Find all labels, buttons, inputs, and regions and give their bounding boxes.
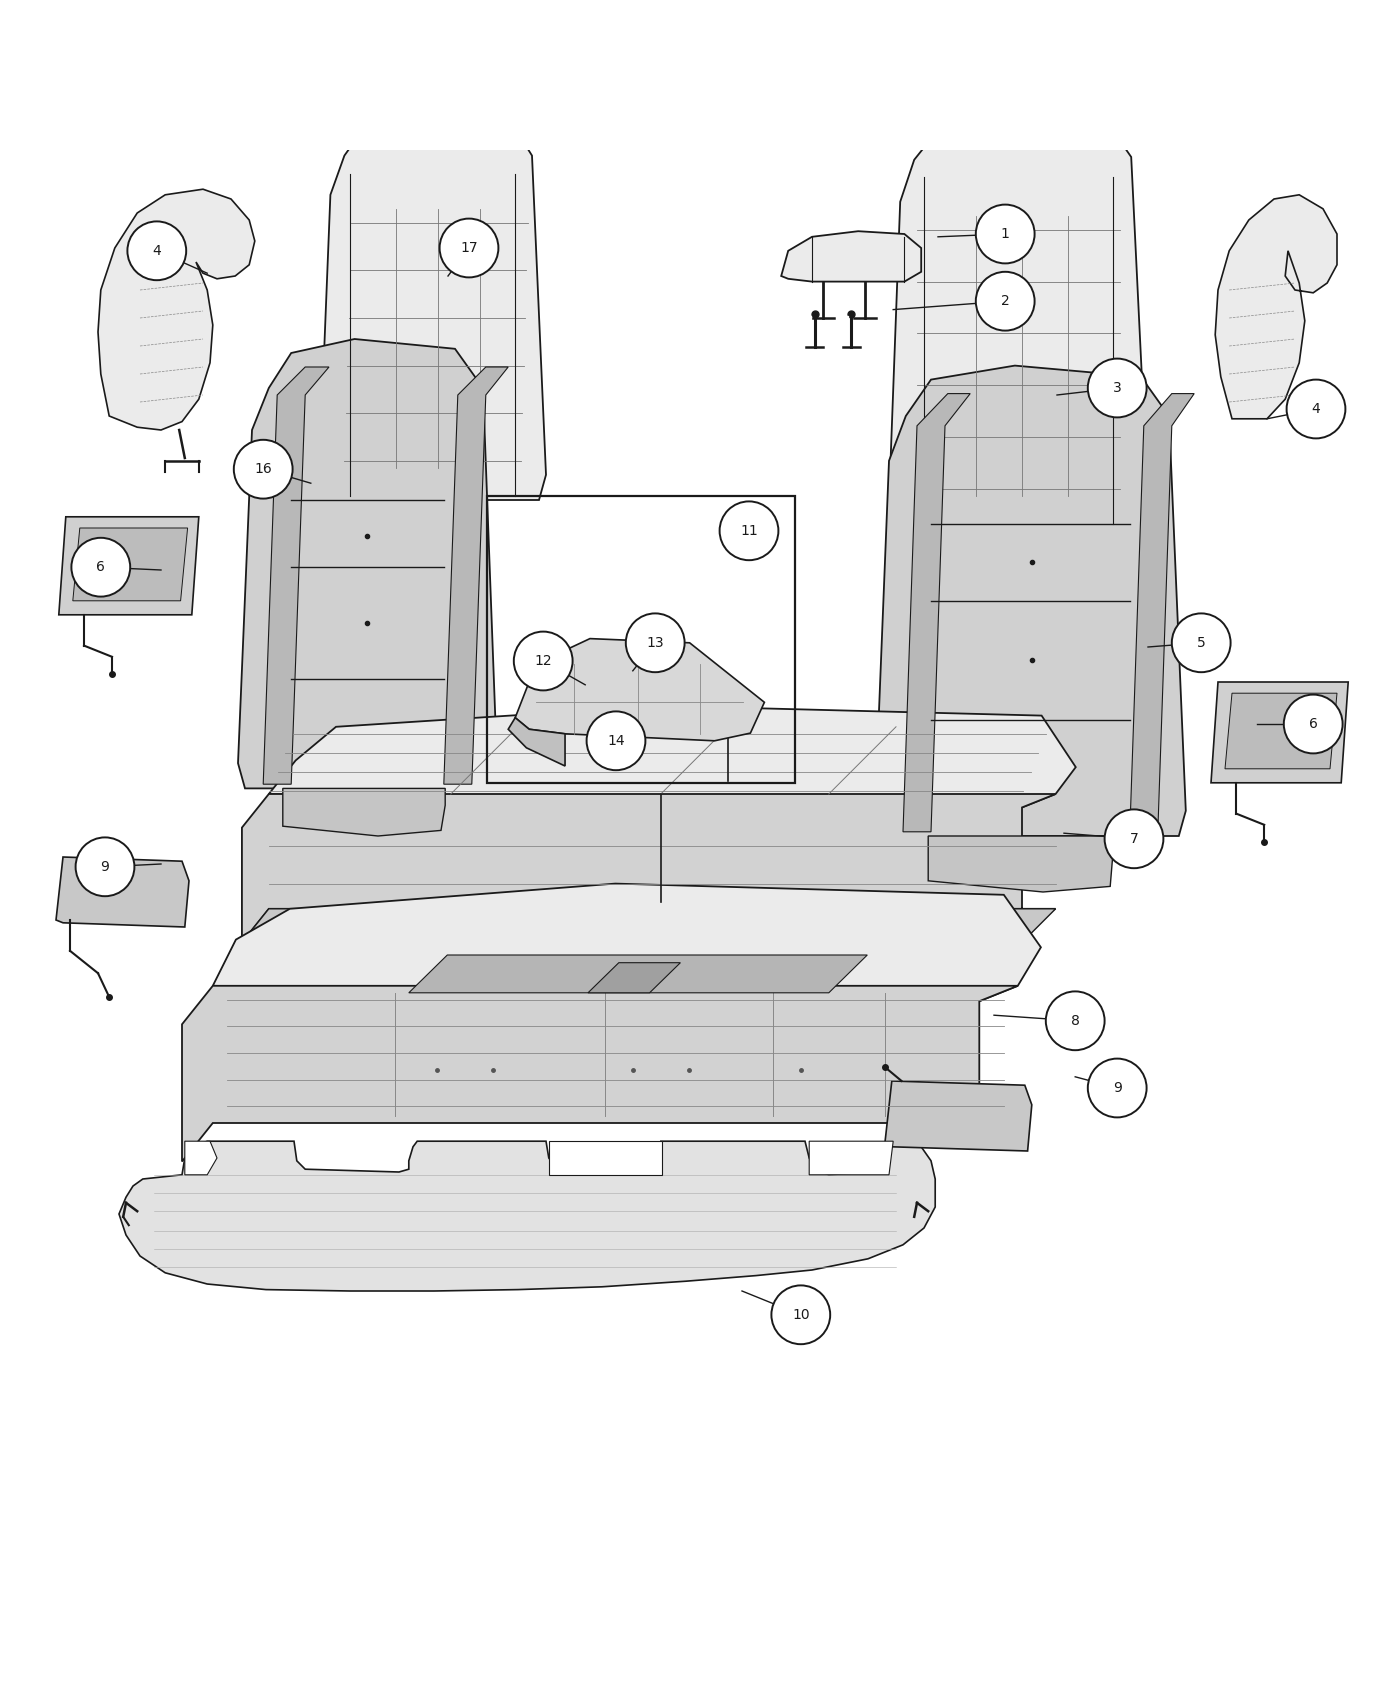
Text: 13: 13 (647, 636, 664, 649)
Polygon shape (549, 1141, 662, 1175)
Polygon shape (1211, 682, 1348, 782)
Text: 16: 16 (255, 462, 272, 476)
Text: 4: 4 (1312, 401, 1320, 416)
Polygon shape (119, 1141, 935, 1290)
Text: 3: 3 (1113, 381, 1121, 394)
Text: 11: 11 (741, 524, 757, 537)
Polygon shape (73, 529, 188, 600)
Polygon shape (59, 517, 199, 615)
Circle shape (626, 614, 685, 672)
Polygon shape (917, 83, 994, 124)
Polygon shape (928, 836, 1113, 892)
Polygon shape (1225, 694, 1337, 768)
Polygon shape (588, 962, 680, 993)
Circle shape (76, 838, 134, 896)
Circle shape (514, 632, 573, 690)
Circle shape (127, 221, 186, 280)
Polygon shape (875, 366, 1186, 836)
Polygon shape (242, 794, 1056, 942)
Polygon shape (809, 1141, 893, 1175)
Text: 5: 5 (1197, 636, 1205, 649)
Polygon shape (1215, 196, 1337, 418)
Polygon shape (56, 857, 189, 926)
Circle shape (1172, 614, 1231, 672)
Polygon shape (283, 789, 445, 836)
Polygon shape (98, 189, 255, 430)
Text: 4: 4 (153, 243, 161, 258)
Circle shape (71, 537, 130, 597)
Polygon shape (889, 110, 1148, 529)
Polygon shape (319, 109, 546, 500)
Text: 10: 10 (792, 1307, 809, 1323)
Polygon shape (885, 1081, 1032, 1151)
Polygon shape (1008, 83, 1099, 124)
Polygon shape (269, 706, 1075, 808)
Circle shape (720, 502, 778, 561)
Circle shape (1088, 359, 1147, 418)
Polygon shape (213, 884, 1040, 1001)
Text: 9: 9 (1113, 1081, 1121, 1095)
Polygon shape (1130, 394, 1194, 831)
Polygon shape (428, 80, 504, 122)
Polygon shape (242, 910, 1056, 942)
Circle shape (1287, 379, 1345, 439)
Text: 8: 8 (1071, 1013, 1079, 1028)
Text: 6: 6 (97, 561, 105, 575)
Polygon shape (508, 717, 566, 767)
Circle shape (1046, 991, 1105, 1051)
Circle shape (587, 711, 645, 770)
Polygon shape (263, 367, 329, 784)
Polygon shape (515, 639, 764, 741)
Circle shape (771, 1285, 830, 1345)
Text: 7: 7 (1130, 831, 1138, 847)
Text: 17: 17 (461, 241, 477, 255)
Circle shape (440, 219, 498, 277)
Polygon shape (409, 955, 867, 993)
Text: 12: 12 (535, 654, 552, 668)
Polygon shape (185, 1141, 217, 1175)
Text: 6: 6 (1309, 717, 1317, 731)
Polygon shape (444, 367, 508, 784)
Polygon shape (182, 986, 1018, 1161)
Circle shape (976, 272, 1035, 330)
Text: 14: 14 (608, 734, 624, 748)
Text: 9: 9 (101, 860, 109, 874)
Text: 2: 2 (1001, 294, 1009, 308)
Circle shape (976, 204, 1035, 264)
Polygon shape (344, 80, 414, 122)
Polygon shape (903, 394, 970, 831)
Polygon shape (781, 231, 921, 282)
Polygon shape (238, 338, 497, 789)
Circle shape (1105, 809, 1163, 869)
Text: 1: 1 (1001, 228, 1009, 241)
Circle shape (1088, 1059, 1147, 1117)
Circle shape (234, 440, 293, 498)
Circle shape (1284, 695, 1343, 753)
